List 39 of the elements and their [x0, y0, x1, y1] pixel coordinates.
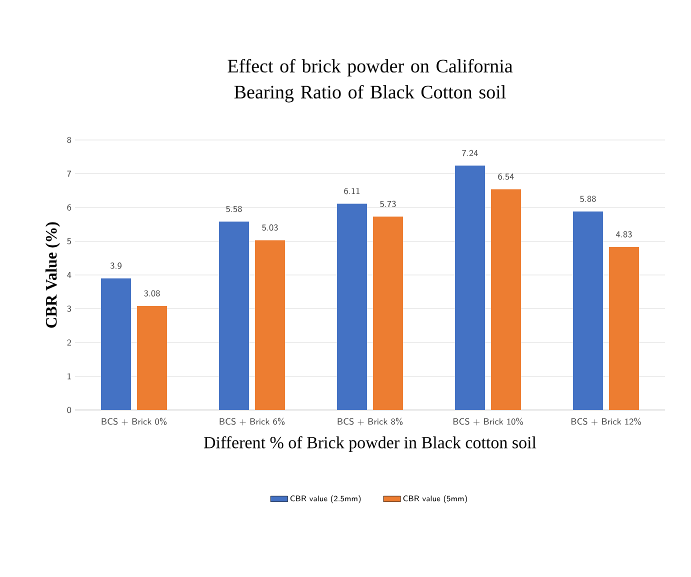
y-tick-label: 5 [67, 238, 71, 244]
bar [255, 240, 286, 410]
bar [337, 204, 368, 410]
bar [573, 212, 603, 410]
bar [491, 189, 521, 410]
bar [137, 306, 168, 410]
data-label: 6.11 [344, 188, 360, 194]
bar [373, 216, 403, 410]
bar [101, 278, 132, 410]
data-label: 6.54 [498, 173, 514, 180]
x-tick-label: BCS + Brick 6% [220, 418, 285, 426]
data-label: 3.9 [110, 262, 122, 269]
y-tick-label: 2 [67, 339, 71, 346]
y-tick-label: 3 [67, 306, 72, 312]
data-label: 5.73 [380, 200, 396, 208]
y-tick-label: 0 [67, 406, 72, 414]
data-label: 3.08 [144, 290, 160, 297]
y-tick-label: 4 [67, 272, 72, 278]
y-tick-label: 7 [67, 170, 72, 177]
chart-title: Effect of brick powder on California Bearing Ratio of Black Cotton soil [228, 58, 513, 102]
bar [609, 246, 639, 410]
bar [455, 166, 485, 410]
legend-label: CBR value (2.5mm) [290, 495, 361, 504]
x-tick-label: BCS + Brick 8% [338, 418, 403, 426]
y-tick-label: 1 [68, 373, 71, 380]
x-tick-label: BCS + Brick 12% [571, 418, 641, 426]
data-label: 5.88 [580, 196, 596, 202]
x-axis-title: Different % of Brick powder in Black cotton soil [204, 436, 536, 452]
legend-label: CBR value (5mm) [403, 495, 467, 504]
data-label: 5.58 [226, 206, 242, 212]
data-label: 4.83 [616, 231, 632, 238]
bar [219, 222, 249, 410]
y-axis-title: CBR Value (%) [45, 222, 60, 328]
y-tick-label: 6 [67, 204, 72, 211]
x-tick-label: BCS + Brick 0% [102, 418, 167, 426]
data-label: 7.24 [462, 150, 478, 156]
y-tick-label: 8 [67, 136, 72, 144]
data-label: 5.03 [262, 224, 278, 231]
x-tick-label: BCS + Brick 10% [453, 418, 523, 426]
